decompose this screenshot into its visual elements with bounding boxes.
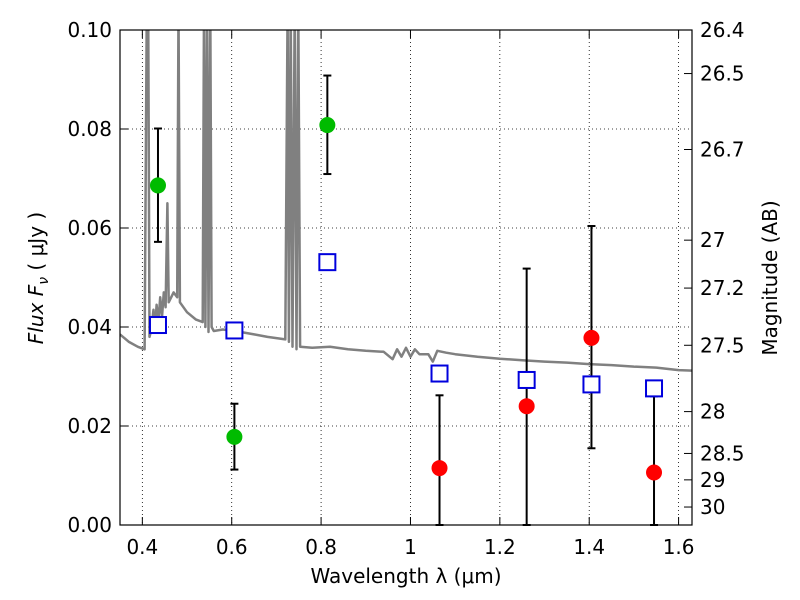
data-point-circle [583,329,600,346]
magnitude-tick-label: 27.5 [700,333,745,357]
x-tick-label: 1.2 [484,535,516,559]
x-axis-ticks: 0.4 0.6 0.8 1 1.2 1.4 1.6 [126,30,695,559]
y-axis-label: Flux Fν ( μJy ) [24,212,52,344]
data-point-circle [226,428,243,445]
magnitude-axis-label: Magnitude (AB) [758,200,782,355]
data-point-square [517,370,536,389]
magnitude-tick-label: 28 [700,400,725,424]
magnitude-tick-label: 27.2 [700,276,745,300]
y-tick-label: 0.02 [67,414,112,438]
magnitude-tick-label: 26.5 [700,62,745,86]
x-tick-label: 1.6 [663,535,695,559]
y-axis-ticks: 0.00 0.02 0.04 0.06 0.08 0.10 [67,18,128,537]
y-axis-label-main: Flux F [24,284,48,344]
data-point-square [645,379,664,398]
data-point-circle [319,117,336,134]
y-tick-label: 0.04 [67,315,112,339]
magnitude-tick-label: 27 [700,228,725,252]
y-axis-label-unit: ( μJy ) [24,212,48,277]
data-point-circle [518,398,535,415]
data-point-circle [646,464,663,481]
magnitude-tick-label: 26.7 [700,138,745,162]
plot-frame [119,29,693,526]
magnitude-tick-label: 30 [700,495,725,519]
y-tick-label: 0.10 [67,18,112,42]
x-tick-label: 1.4 [573,535,605,559]
data-point-square [430,364,449,383]
x-tick-label: 0.6 [216,535,248,559]
x-tick-label: 0.8 [305,535,337,559]
data-point-square [582,375,601,394]
data-point-circle [149,177,166,194]
magnitude-axis-ticks: 26.4 26.5 26.7 27 27.2 27.5 28 28.5 29 30 [684,18,745,519]
x-tick-label: 0.4 [126,535,158,559]
x-axis-label: Wavelength λ (μm) [310,564,501,588]
data-point-circle [431,460,448,477]
model-spectrum-layer [120,30,692,372]
y-axis-label-subscript: ν [36,277,52,285]
magnitude-tick-label: 29 [700,468,725,492]
data-point-square [225,321,244,340]
y-tick-label: 0.06 [67,216,112,240]
error-bars-layer [153,74,659,526]
data-point-square [148,316,167,335]
magnitude-tick-label: 26.4 [700,18,745,42]
data-point-square [318,253,337,272]
x-tick-label: 1 [404,535,417,559]
model-spectrum-line [120,30,692,372]
plot-area [120,30,692,525]
markers-layer [148,117,664,481]
y-tick-label: 0.00 [67,513,112,537]
y-tick-label: 0.08 [67,117,112,141]
magnitude-tick-label: 28.5 [700,441,745,465]
